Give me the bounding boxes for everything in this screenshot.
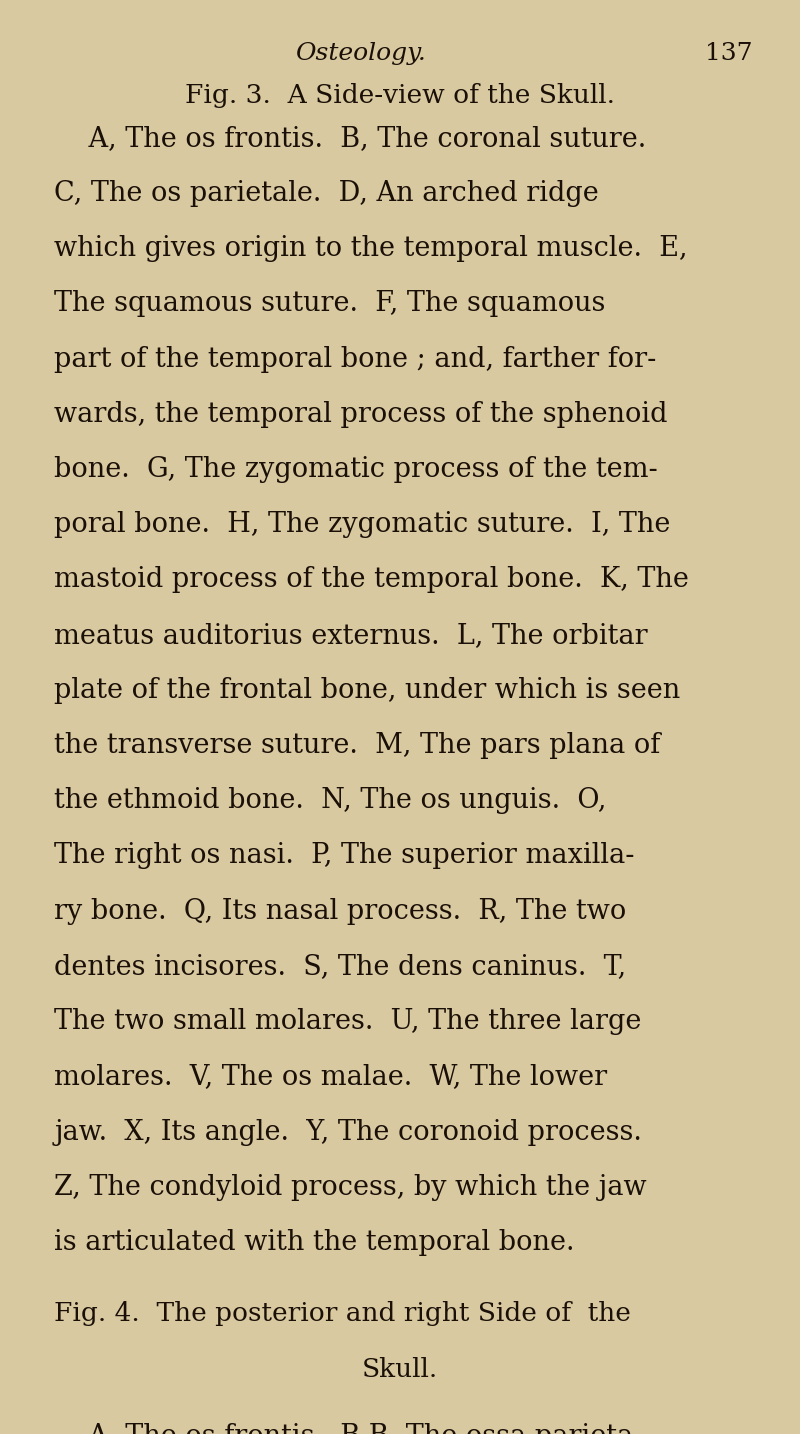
Text: Z, The condyloid process, by which the jaw: Z, The condyloid process, by which the j… (54, 1173, 647, 1200)
Text: is articulated with the temporal bone.: is articulated with the temporal bone. (54, 1229, 575, 1256)
Text: the transverse suture.  M, The pars plana of: the transverse suture. M, The pars plana… (54, 731, 661, 759)
Text: part of the temporal bone ; and, farther for-: part of the temporal bone ; and, farther… (54, 346, 657, 373)
Text: Skull.: Skull. (362, 1357, 438, 1381)
Text: Osteology.: Osteology. (294, 42, 426, 65)
Text: bone.  G, The zygomatic process of the tem-: bone. G, The zygomatic process of the te… (54, 456, 658, 483)
Text: wards, the temporal process of the sphenoid: wards, the temporal process of the sphen… (54, 400, 668, 427)
Text: dentes incisores.  S, The dens caninus.  T,: dentes incisores. S, The dens caninus. T… (54, 952, 626, 979)
Text: Fig. 4.  The posterior and right Side of  the: Fig. 4. The posterior and right Side of … (54, 1301, 631, 1326)
Text: jaw.  X, Its angle.  Y, The coronoid process.: jaw. X, Its angle. Y, The coronoid proce… (54, 1119, 642, 1146)
Text: plate of the frontal bone, under which is seen: plate of the frontal bone, under which i… (54, 677, 681, 704)
Text: which gives origin to the temporal muscle.  E,: which gives origin to the temporal muscl… (54, 235, 688, 262)
Text: The two small molares.  U, The three large: The two small molares. U, The three larg… (54, 1008, 642, 1035)
Text: C, The os parietale.  D, An arched ridge: C, The os parietale. D, An arched ridge (54, 179, 599, 206)
Text: ry bone.  Q, Its nasal process.  R, The two: ry bone. Q, Its nasal process. R, The tw… (54, 898, 626, 925)
Text: A, The os frontis.  B B, The ossa parieta-: A, The os frontis. B B, The ossa parieta… (54, 1423, 643, 1434)
Text: The right os nasi.  P, The superior maxilla-: The right os nasi. P, The superior maxil… (54, 842, 635, 869)
Text: molares.  V, The os malae.  W, The lower: molares. V, The os malae. W, The lower (54, 1063, 607, 1090)
Text: A, The os frontis.  B, The coronal suture.: A, The os frontis. B, The coronal suture… (54, 125, 646, 152)
Text: meatus auditorius externus.  L, The orbitar: meatus auditorius externus. L, The orbit… (54, 621, 648, 648)
Text: The squamous suture.  F, The squamous: The squamous suture. F, The squamous (54, 290, 606, 317)
Text: the ethmoid bone.  N, The os unguis.  O,: the ethmoid bone. N, The os unguis. O, (54, 787, 606, 815)
Text: 137: 137 (705, 42, 752, 65)
Text: poral bone.  H, The zygomatic suture.  I, The: poral bone. H, The zygomatic suture. I, … (54, 511, 670, 538)
Text: mastoid process of the temporal bone.  K, The: mastoid process of the temporal bone. K,… (54, 566, 690, 594)
Text: Fig. 3.  A Side-view of the Skull.: Fig. 3. A Side-view of the Skull. (185, 83, 615, 108)
